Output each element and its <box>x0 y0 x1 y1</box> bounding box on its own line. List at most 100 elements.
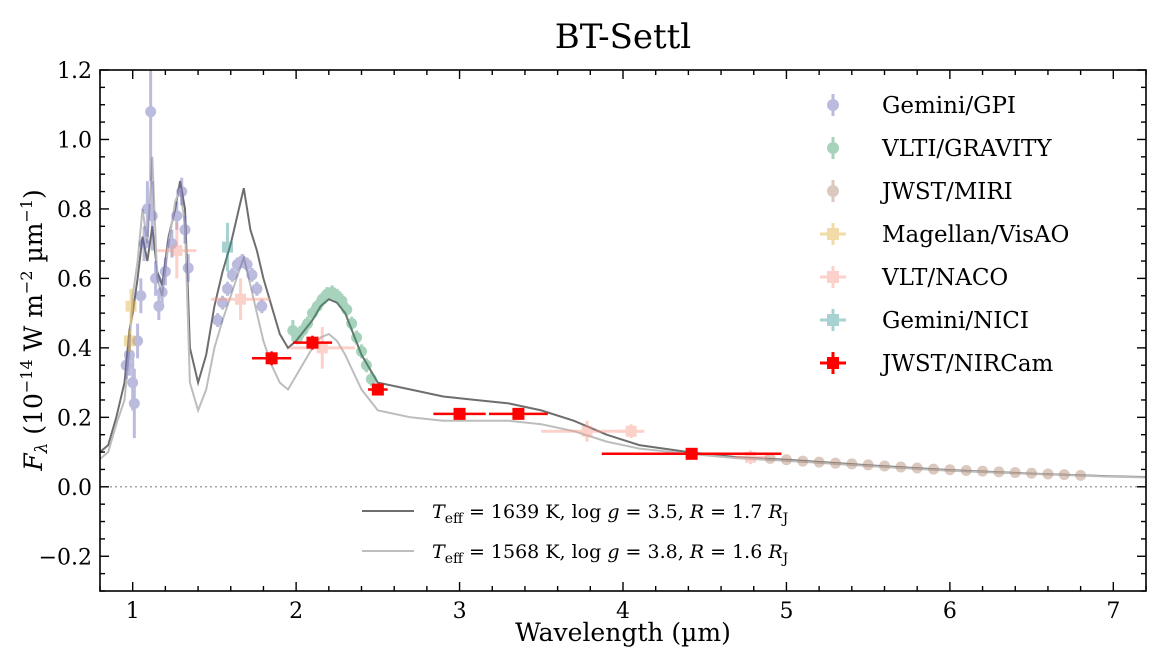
y-axis-label: Fλ (10−14 W m−2 µm−1) <box>17 189 52 472</box>
data-point <box>171 210 183 222</box>
series-gemini-gpi <box>120 70 268 439</box>
data-point <box>127 377 139 389</box>
data-point <box>1042 468 1054 480</box>
y-axis-close: ) <box>19 189 48 199</box>
data-point <box>862 459 874 471</box>
data-point <box>145 106 157 118</box>
data-point <box>829 457 841 469</box>
data-point <box>331 290 343 302</box>
data-point <box>895 461 907 473</box>
data-point <box>321 288 333 300</box>
data-point <box>1009 467 1021 479</box>
data-point <box>371 383 384 396</box>
data-point <box>146 210 158 222</box>
legend-label: JWST/MIRI <box>880 179 1013 205</box>
data-point <box>135 290 147 302</box>
data-points <box>120 70 1087 481</box>
legend-marker <box>827 228 839 240</box>
model-1-legend-label: Teff = 1639 K, log g = 3.5, R = 1.7 RJ <box>432 501 788 527</box>
data-point <box>625 425 637 437</box>
data-point <box>179 224 191 236</box>
y-tick-label: −0.2 <box>39 545 92 570</box>
legend-entry: Gemini/NICI <box>820 308 1029 334</box>
data-point <box>977 465 989 477</box>
data-point <box>176 186 188 198</box>
legend-marker <box>827 185 839 197</box>
data-point <box>221 241 233 253</box>
y-tick-label: 1.2 <box>57 59 92 84</box>
x-tick-label: 6 <box>943 599 957 624</box>
data-point <box>256 300 268 312</box>
y-tick-label: 1.0 <box>57 128 92 153</box>
data-point <box>212 314 224 326</box>
data-point <box>685 447 698 460</box>
legend-entry: VLT/NACO <box>820 265 1008 291</box>
y-axis-symbol: F <box>19 452 48 472</box>
data-point <box>120 359 132 371</box>
y-axis-open: (10 <box>19 393 48 443</box>
y-axis-symbol-subscript: λ <box>32 443 52 455</box>
y-axis-exponent: −14 <box>17 359 36 393</box>
legend: Gemini/GPI VLTI/GRAVITY JWST/MIRI Magellan/… <box>820 93 1069 377</box>
data-point <box>928 463 940 475</box>
model-legend: Teff = 1639 K, log g = 3.5, R = 1.7 RJ T… <box>362 501 788 567</box>
data-point <box>512 407 525 420</box>
y-axis-units: W m <box>19 294 48 360</box>
data-point <box>960 464 972 476</box>
x-tick-label: 2 <box>289 599 303 624</box>
data-point <box>302 318 314 330</box>
legend-label: VLT/NACO <box>881 265 1008 291</box>
series-magellan-visao <box>123 288 137 352</box>
data-point <box>141 203 153 215</box>
data-point <box>226 269 238 281</box>
x-tick-label: 5 <box>779 599 793 624</box>
y-tick-label: 0.4 <box>57 337 92 362</box>
legend-label: Gemini/GPI <box>882 93 1016 119</box>
chart-title: BT-Settl <box>555 17 691 57</box>
data-point <box>246 269 258 281</box>
data-point <box>159 265 171 277</box>
legend-label: Magellan/VisAO <box>882 222 1069 248</box>
data-point <box>1075 469 1087 481</box>
legend-label: JWST/NIRCam <box>880 351 1054 377</box>
data-point <box>217 297 229 309</box>
data-point <box>356 345 367 357</box>
data-point <box>1026 467 1038 479</box>
model-2-legend-label: Teff = 1568 K, log g = 3.8, R = 1.6 RJ <box>432 541 788 567</box>
data-point <box>251 283 263 295</box>
data-point <box>236 255 248 267</box>
axis-ticks <box>99 69 1147 592</box>
data-point <box>182 262 194 274</box>
data-point <box>351 331 363 343</box>
data-point <box>764 452 776 464</box>
y-axis-exponent-3: −1 <box>17 199 36 223</box>
x-tick-label: 4 <box>616 599 630 624</box>
data-point <box>365 373 377 385</box>
series-jwst-nircam <box>251 335 782 460</box>
data-point <box>780 454 792 466</box>
data-point <box>453 407 466 420</box>
y-tick-label: 0.0 <box>57 476 92 501</box>
legend-marker <box>827 357 839 369</box>
series-gemini-nici <box>221 222 233 272</box>
data-point <box>123 349 135 361</box>
y-tick-label: 0.2 <box>57 406 92 431</box>
legend-entry: Gemini/GPI <box>827 93 1016 119</box>
y-tick-label: 0.6 <box>57 267 92 292</box>
data-point <box>132 335 144 347</box>
legend-marker <box>827 271 839 283</box>
data-point <box>153 300 165 312</box>
x-tick-label: 7 <box>1106 599 1120 624</box>
data-point <box>156 286 168 298</box>
legend-label: Gemini/NICI <box>882 308 1029 334</box>
data-point <box>231 259 243 271</box>
x-tick-label: 3 <box>453 599 467 624</box>
data-point <box>297 325 309 336</box>
data-point <box>241 259 253 271</box>
data-point <box>341 304 353 316</box>
legend-label: VLTI/GRAVITY <box>881 136 1052 162</box>
series-vlti-gravity <box>287 285 377 387</box>
data-point <box>911 462 923 474</box>
data-point <box>128 397 140 409</box>
